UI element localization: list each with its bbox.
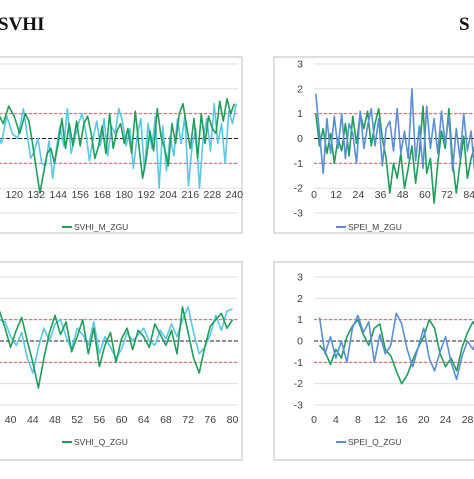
y-tick-label: 1: [297, 314, 303, 326]
x-tick-label: 180: [115, 189, 133, 201]
x-tick-label: 0: [311, 189, 317, 201]
y-tick-label: -3: [294, 208, 303, 220]
x-tick-label: 68: [160, 414, 172, 426]
legend-label: SPEI_Q_ZGU: [348, 437, 401, 447]
y-tick-label: 0: [297, 336, 303, 348]
x-tick-label: 48: [397, 189, 409, 201]
y-tick-label: 2: [297, 293, 303, 305]
legend-label: SVHI_Q_ZGU: [74, 437, 128, 447]
x-tick-label: 16: [396, 414, 408, 426]
x-tick-label: 120: [5, 189, 23, 201]
x-tick-label: 72: [182, 414, 194, 426]
y-tick-label: 1: [297, 108, 303, 120]
x-tick-label: 24: [440, 414, 452, 426]
y-tick-label: -3: [294, 400, 303, 412]
x-tick-label: 48: [49, 414, 61, 426]
y-tick-label: -1: [294, 357, 303, 369]
x-tick-label: 76: [204, 414, 216, 426]
x-tick-label: 28: [462, 414, 474, 426]
y-tick-label: 3: [297, 59, 303, 71]
x-tick-label: 192: [138, 189, 156, 201]
y-tick-label: 0: [297, 133, 303, 145]
y-tick-label: 2: [297, 83, 303, 95]
x-tick-label: 60: [419, 189, 431, 201]
x-tick-label: 204: [160, 189, 178, 201]
y-tick-label: 3: [297, 272, 303, 284]
x-tick-label: 12: [330, 189, 342, 201]
x-tick-label: 228: [204, 189, 222, 201]
x-tick-label: 12: [374, 414, 386, 426]
panel-title-right: S: [459, 14, 470, 35]
x-tick-label: 36: [375, 189, 387, 201]
x-tick-label: 84: [463, 189, 474, 201]
y-tick-label: -1: [294, 158, 303, 170]
x-tick-label: 24: [353, 189, 365, 201]
panel-title-left: SVHI: [0, 14, 44, 35]
legend-label: SVHI_M_ZGU: [74, 222, 128, 232]
x-tick-label: 60: [116, 414, 128, 426]
x-tick-label: 168: [93, 189, 111, 201]
x-tick-label: 144: [49, 189, 67, 201]
y-tick-label: -2: [294, 183, 303, 195]
y-tick-label: -2: [294, 378, 303, 390]
x-tick-label: 40: [5, 414, 17, 426]
x-tick-label: 8: [355, 414, 361, 426]
x-tick-label: 64: [138, 414, 150, 426]
chart-panel-1: 120 132 144 156 168 180 192 204 216 228 240 SVHI_M_…: [0, 57, 243, 233]
x-tick-label: 72: [441, 189, 453, 201]
legend-label: SPEI_M_ZGU: [348, 222, 402, 232]
x-tick-label: 216: [182, 189, 200, 201]
x-tick-label: 0: [311, 414, 317, 426]
chart-panel-3: 40 44 48 52 56 60 64 68 72 76 80 SVHI_Q_ZGU: [0, 262, 242, 460]
x-tick-label: 56: [94, 414, 106, 426]
chart-panel-2: 0 12 24 36 48 60 72 84 3 2 1 0 -1 -2 -3 SPEI_M_ZGU: [274, 57, 474, 233]
x-tick-label: 4: [333, 414, 339, 426]
x-tick-label: 80: [227, 414, 239, 426]
x-tick-label: 156: [71, 189, 89, 201]
x-tick-label: 132: [27, 189, 45, 201]
x-tick-label: 240: [226, 189, 244, 201]
x-tick-label: 44: [27, 414, 39, 426]
x-tick-label: 52: [71, 414, 83, 426]
x-tick-label: 20: [418, 414, 430, 426]
chart-frame: [0, 262, 242, 460]
